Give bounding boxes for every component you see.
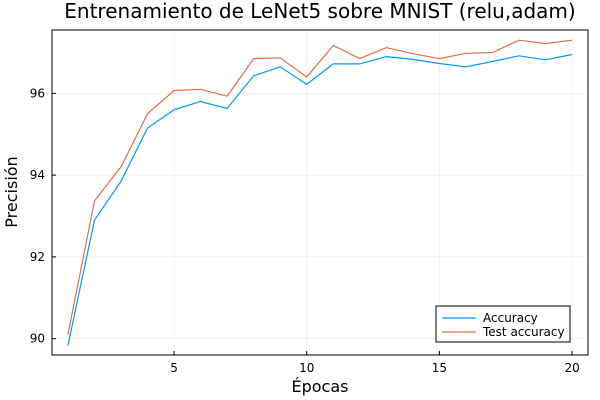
legend-label-1: Test accuracy: [482, 325, 565, 339]
y-tick-label: 92: [30, 250, 45, 264]
legend-box: [435, 305, 571, 343]
x-axis-label: Épocas: [292, 377, 349, 396]
y-tick-label: 90: [30, 332, 45, 346]
series-group: [67, 39, 573, 346]
legend-label-0: Accuracy: [483, 311, 538, 325]
chart-title: Entrenamiento de LeNet5 sobre MNIST (rel…: [64, 0, 575, 23]
x-tick-label: 10: [299, 361, 314, 375]
y-axis-ticks: 90 92 94 96: [30, 86, 56, 346]
y-tick-label: 94: [30, 168, 45, 182]
series-line-0: [67, 53, 573, 346]
series-line-1: [67, 39, 573, 335]
plot-frame: [51, 29, 589, 356]
x-tick-label: 5: [170, 361, 178, 375]
x-axis-ticks: 5 10 15 20: [170, 351, 580, 375]
y-axis-label: Precisión: [2, 156, 21, 227]
x-tick-label: 20: [564, 361, 579, 375]
x-tick-label: 15: [432, 361, 447, 375]
y-tick-label: 96: [30, 86, 45, 100]
